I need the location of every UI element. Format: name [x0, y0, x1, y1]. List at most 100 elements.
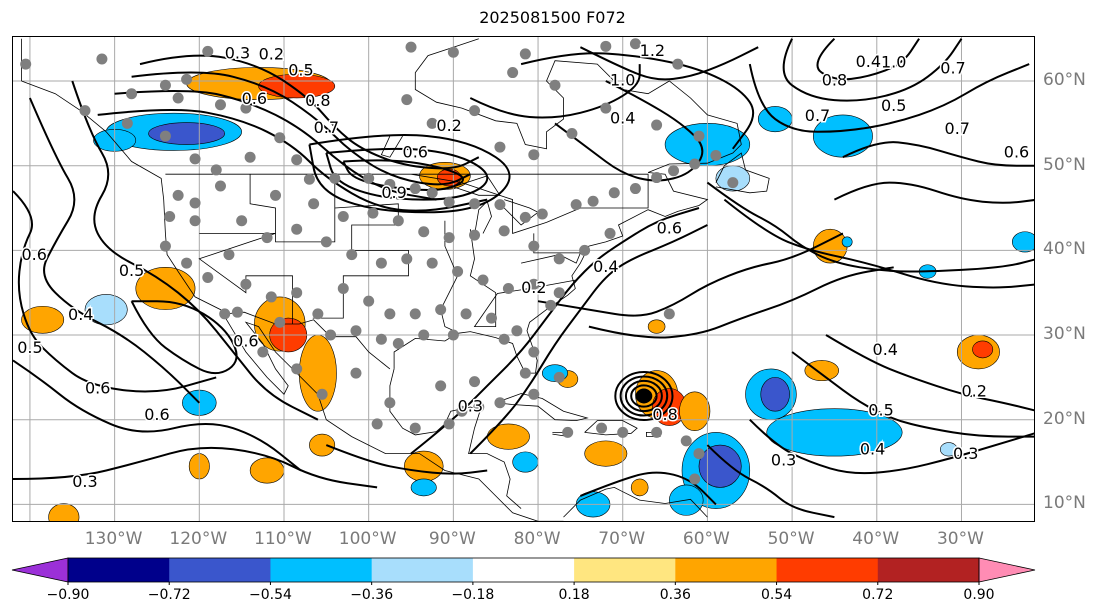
- contour-label: 1.0: [610, 71, 635, 90]
- station-marker: [443, 196, 455, 208]
- station-marker: [511, 325, 523, 337]
- station-marker: [265, 291, 277, 303]
- colorbar-tick-label: 0.72: [862, 587, 894, 603]
- colorbar-tick-label: 0.54: [760, 587, 793, 603]
- station-marker: [528, 388, 540, 400]
- contour-atlantic-4: [723, 198, 1034, 289]
- station-marker: [405, 41, 417, 53]
- station-marker: [452, 266, 464, 278]
- contour-label: 0.3: [225, 43, 250, 62]
- station-marker: [316, 388, 328, 400]
- colorbar-segment: [270, 558, 373, 582]
- contour-closed-2: [325, 147, 489, 201]
- latitude-label: 20°N: [1043, 408, 1086, 429]
- station-marker: [469, 105, 481, 117]
- lake-winnipeg: [380, 135, 403, 158]
- colorbar-segment: [574, 558, 676, 582]
- station-marker: [447, 46, 459, 58]
- cuba-coast: [495, 393, 589, 422]
- contour-label: 0.5: [17, 338, 42, 357]
- storm-contour-ring: [619, 375, 669, 417]
- contour-closed-3: [308, 134, 511, 214]
- station-marker: [447, 329, 459, 341]
- station-marker: [172, 92, 184, 104]
- contour-greenland-3: [748, 63, 1030, 133]
- contour-baja: [130, 300, 238, 375]
- station-marker: [244, 151, 256, 163]
- station-marker: [473, 401, 485, 413]
- colorbar-segment: [877, 558, 980, 582]
- coastlines-layer: [21, 38, 770, 521]
- contour-label: 0.2: [436, 116, 461, 135]
- station-marker: [651, 426, 663, 438]
- station-marker: [337, 282, 349, 294]
- negative-anomaly-area: [940, 442, 958, 457]
- station-marker: [528, 240, 540, 252]
- contour-label: 0.3: [771, 451, 796, 470]
- station-marker: [460, 308, 472, 320]
- contour-east-coast-2: [469, 224, 708, 455]
- station-marker: [629, 183, 641, 195]
- station-marker: [426, 257, 438, 269]
- longitude-label: 30°W: [936, 529, 984, 549]
- station-marker: [545, 299, 557, 311]
- positive-anomaly-area: [21, 305, 65, 334]
- station-marker: [596, 422, 608, 434]
- station-marker: [126, 88, 138, 100]
- station-marker: [409, 422, 421, 434]
- station-marker: [600, 40, 612, 52]
- west-coastline: [21, 80, 564, 521]
- contour-subtropical-3: [749, 418, 1034, 475]
- station-marker: [401, 94, 413, 106]
- contour-jet-mid: [131, 71, 471, 186]
- state-lines-central: [312, 203, 409, 319]
- positive-anomaly-area: [258, 73, 336, 99]
- colorbar-tick-label: 0.36: [659, 587, 691, 603]
- contour-label: 0.6: [233, 331, 258, 350]
- negative-anomaly-area: [760, 377, 790, 412]
- contour-label: 0.8: [305, 91, 330, 110]
- station-marker: [308, 198, 320, 210]
- storm-contour-ring: [630, 384, 658, 408]
- border-us-canada: [165, 173, 649, 234]
- longitude-label: 130°W: [84, 529, 143, 549]
- station-marker: [494, 199, 506, 211]
- map-title: 2025081500 F072: [479, 8, 626, 27]
- positive-anomaly-area: [630, 478, 649, 497]
- station-marker: [375, 333, 387, 345]
- positive-anomaly-area: [584, 440, 628, 467]
- contour-label: 0.4: [68, 305, 93, 324]
- station-marker: [409, 183, 421, 195]
- contour-atlantic-2: [588, 266, 894, 339]
- positive-anomaly-area: [679, 391, 711, 432]
- colorbar-extend-high: [978, 557, 1036, 583]
- station-marker: [651, 172, 663, 184]
- contour-label: 0.7: [945, 119, 970, 138]
- contour-label: 0.9: [381, 183, 406, 202]
- storm-center-marker: [636, 388, 652, 404]
- colorbar-tick-label: −0.36: [350, 587, 394, 603]
- negative-anomaly-area: [1011, 231, 1034, 253]
- contour-label: 0.5: [881, 96, 906, 115]
- station-marker: [519, 211, 531, 223]
- station-marker: [693, 130, 705, 142]
- station-marker: [485, 312, 497, 324]
- contour-east-coast-1: [410, 207, 700, 455]
- station-marker: [579, 244, 591, 256]
- hispaniola-coast: [584, 420, 638, 436]
- south-america-coast: [563, 486, 708, 518]
- contour-west-5: [13, 446, 378, 489]
- station-marker: [261, 232, 273, 244]
- station-marker: [159, 130, 171, 142]
- map-canvas: 0.3 0.20.50.6 0.80.7 0.20.60.90.41.21.00.40…: [13, 37, 1034, 521]
- station-marker: [172, 189, 184, 201]
- contour-east-atlantic-1: [842, 141, 1034, 167]
- station-marker: [409, 308, 421, 320]
- contour-label: 0.6: [242, 89, 267, 108]
- colorbar-extend-low: [11, 557, 69, 583]
- station-marker: [553, 287, 565, 299]
- station-marker: [668, 165, 680, 177]
- colorbar-tick-label: −0.72: [147, 587, 191, 603]
- station-marker: [507, 67, 519, 79]
- station-marker: [236, 215, 248, 227]
